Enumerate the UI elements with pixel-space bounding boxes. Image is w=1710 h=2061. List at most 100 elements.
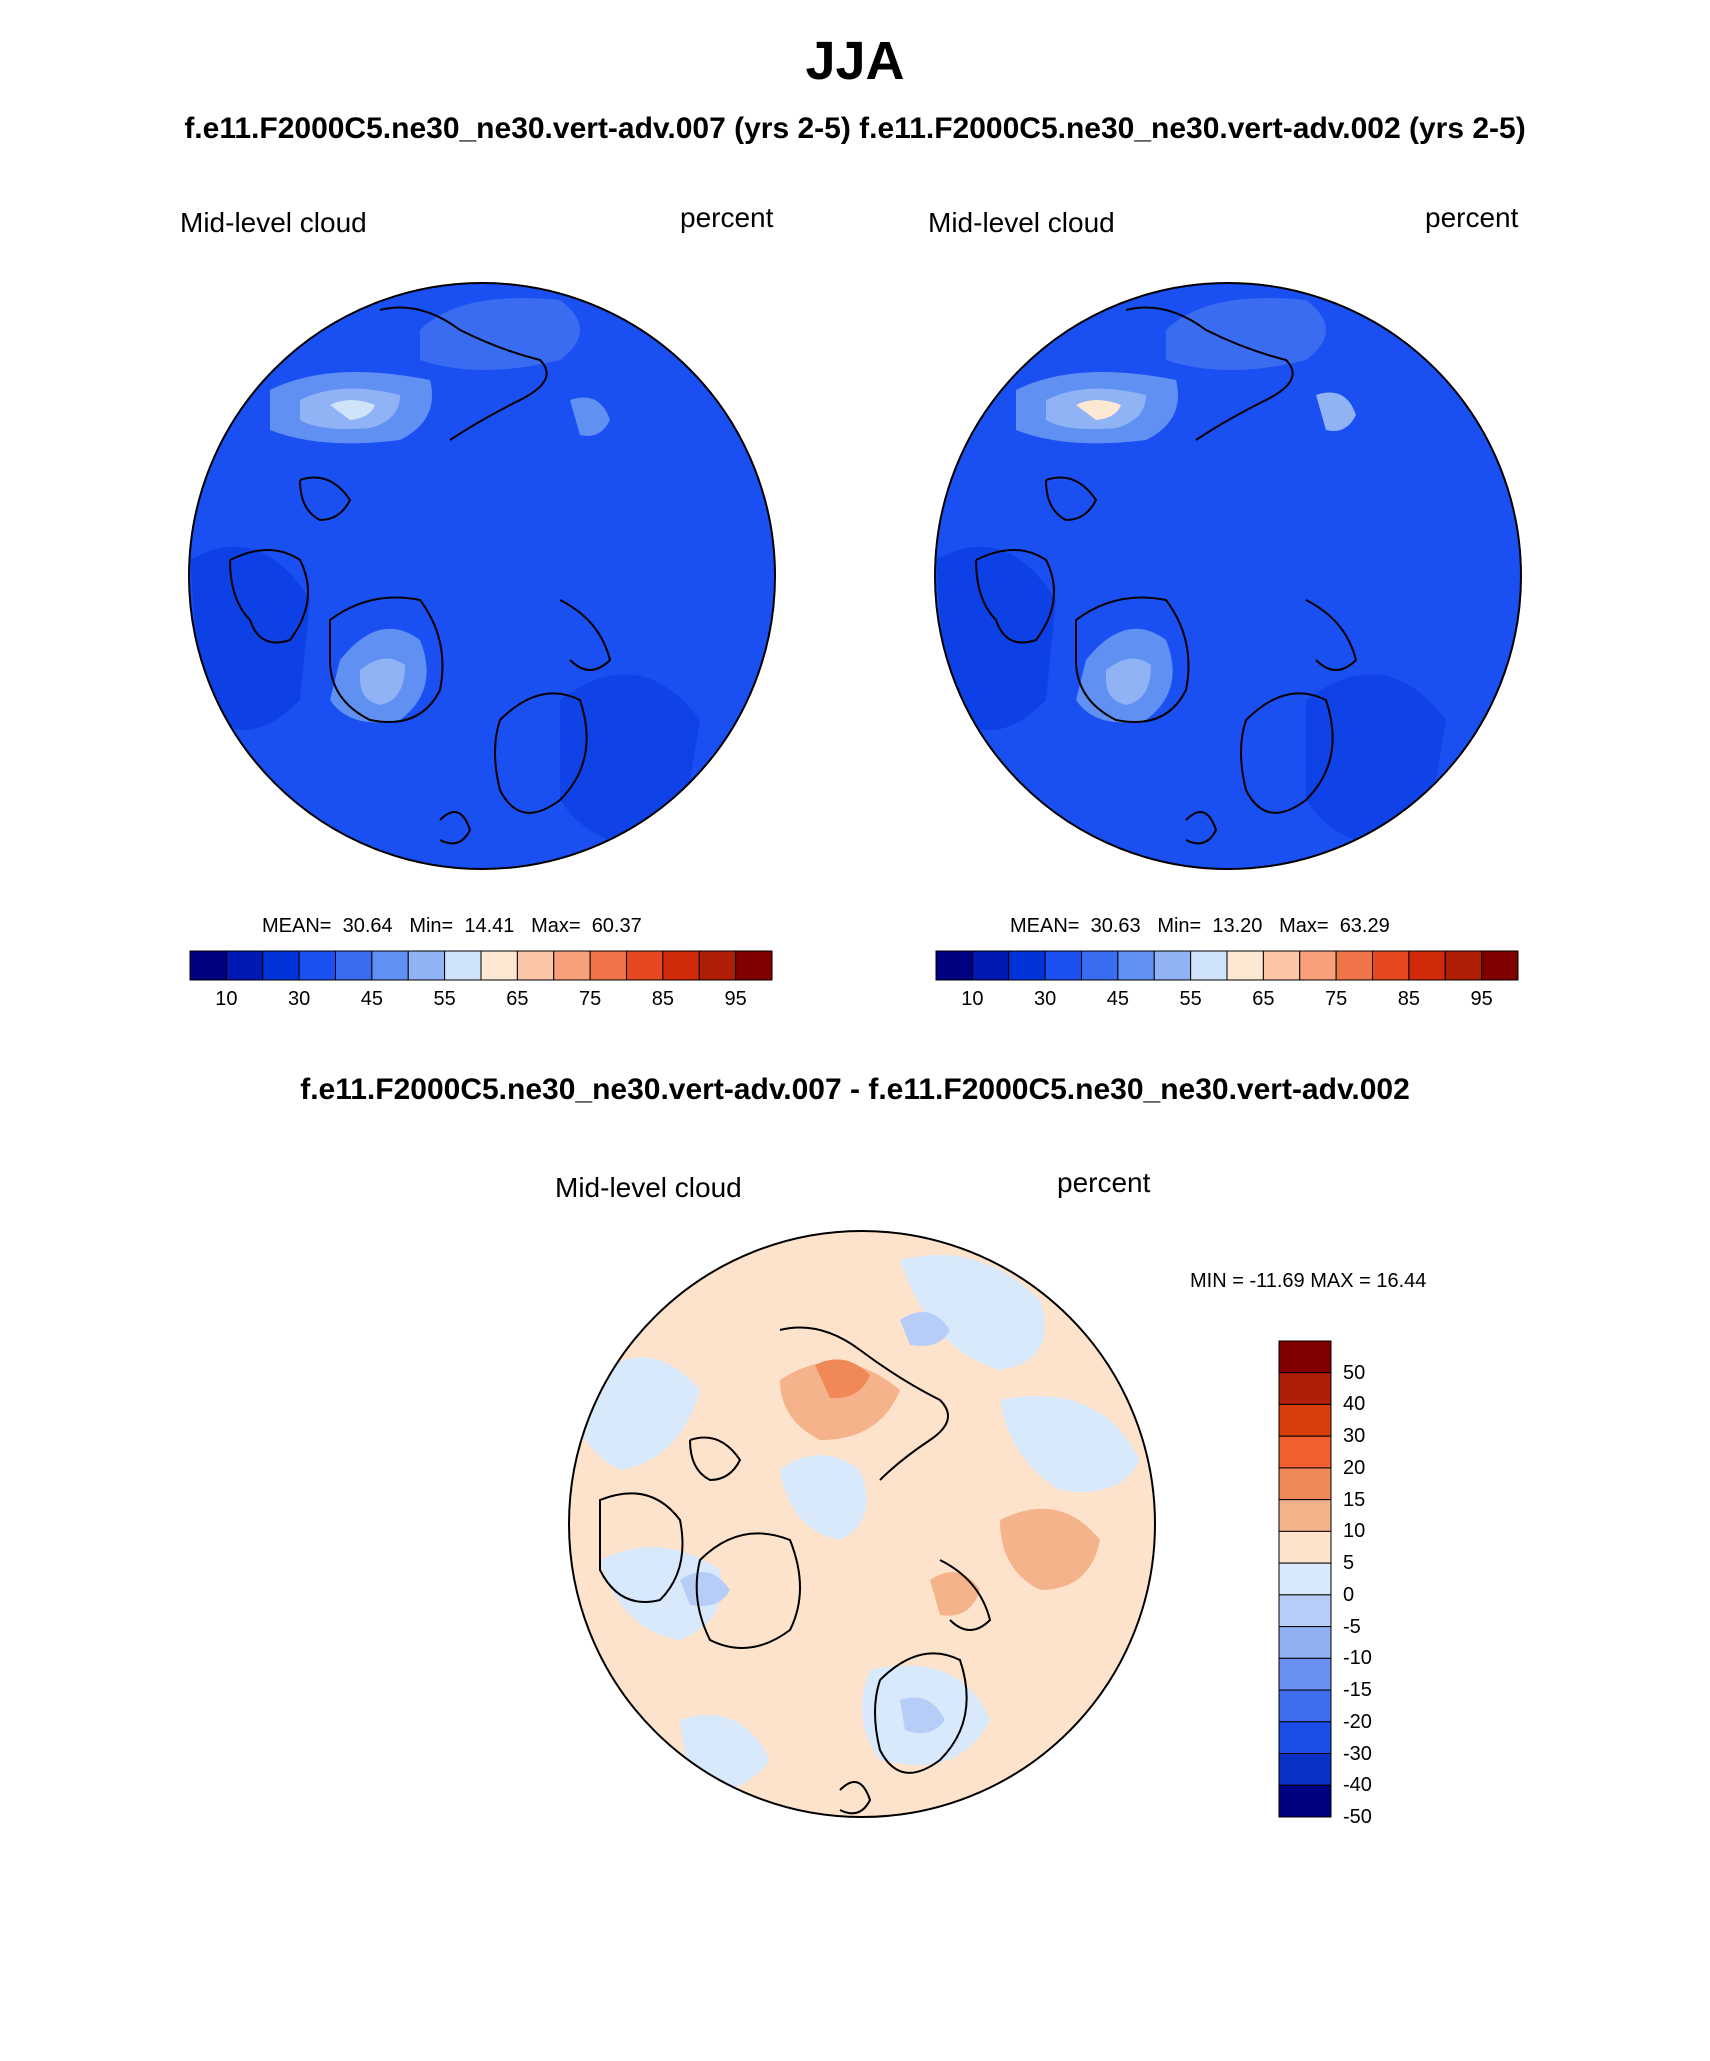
colorbar-box xyxy=(1278,1562,1332,1596)
panel2-units-label: percent xyxy=(1425,202,1519,233)
colorbar-box xyxy=(225,950,264,981)
colorbar-box xyxy=(1372,950,1410,981)
colorbar-box xyxy=(1117,950,1155,981)
panel2-min-value: 13.20 xyxy=(1212,915,1263,937)
colorbar-tick-label: -15 xyxy=(1343,1679,1372,1702)
panel1-map xyxy=(188,282,776,870)
colorbar-box xyxy=(1278,1435,1332,1469)
colorbar-box xyxy=(1153,950,1192,981)
colorbar-box xyxy=(589,950,627,981)
panel2-variable-label: Mid-level cloud xyxy=(928,207,1115,238)
colorbar-box xyxy=(1081,950,1119,981)
colorbar-tick-label: 85 xyxy=(1397,988,1420,1010)
panel1-mean-label: MEAN= xyxy=(262,915,332,937)
colorbar-tick-label: -50 xyxy=(1343,1806,1372,1828)
colorbar-tick-label: 75 xyxy=(1325,988,1348,1010)
colorbar-tick-label: 75 xyxy=(579,988,602,1010)
colorbar-tick-label: 65 xyxy=(1252,988,1275,1010)
colorbar-tick-label: 55 xyxy=(433,988,456,1010)
colorbar-box xyxy=(698,950,737,981)
colorbar-tick-label: 65 xyxy=(506,988,529,1010)
colorbar-box xyxy=(1226,950,1264,981)
colorbar-tick-label: -10 xyxy=(1343,1647,1372,1670)
panel1-variable-label: Mid-level cloud xyxy=(180,207,367,238)
colorbar-tick-label: -5 xyxy=(1343,1615,1361,1638)
difference-minmax: MIN = -11.69 MAX = 16.44 xyxy=(1190,1270,1427,1292)
colorbar-box xyxy=(1278,1530,1332,1564)
colorbar-box xyxy=(189,950,227,981)
colorbar-box xyxy=(371,950,409,981)
colorbar-box xyxy=(1444,950,1483,981)
colorbar-tick-label: 85 xyxy=(651,988,674,1010)
colorbar-box xyxy=(1044,950,1082,981)
panel2-max-value: 63.29 xyxy=(1339,915,1390,937)
colorbar-tick-label: 40 xyxy=(1343,1393,1366,1416)
colorbar-box xyxy=(1278,1594,1332,1628)
colorbar-box xyxy=(407,950,446,981)
colorbar-tick-label: 30 xyxy=(1034,988,1057,1010)
panel2-max-label: Max= xyxy=(1279,915,1329,937)
difference-title: f.e11.F2000C5.ne30_ne30.vert-adv.007 - f… xyxy=(300,1073,1410,1106)
colorbar-tick-label: 15 xyxy=(1343,1488,1366,1511)
colorbar-box xyxy=(1278,1784,1332,1818)
panel1-max-label: Max= xyxy=(531,915,581,937)
colorbar-tick-label: -20 xyxy=(1343,1710,1372,1733)
difference-map xyxy=(568,1230,1156,1818)
colorbar-box xyxy=(626,950,664,981)
colorbar-box xyxy=(1262,950,1301,981)
panel1-colorbar xyxy=(189,950,773,981)
colorbar-box xyxy=(1190,950,1228,981)
colorbar-box xyxy=(1481,950,1519,981)
panel1-mean-value: 30.64 xyxy=(342,915,393,937)
colorbar-box xyxy=(444,950,482,981)
colorbar-box xyxy=(1278,1499,1332,1532)
colorbar-box xyxy=(335,950,373,981)
colorbar-tick-label: -30 xyxy=(1343,1742,1372,1765)
colorbar-tick-label: 10 xyxy=(215,988,238,1010)
case-subtitle: f.e11.F2000C5.ne30_ne30.vert-adv.007 (yr… xyxy=(184,112,1526,145)
colorbar-tick-label: 20 xyxy=(1343,1456,1366,1479)
panel2-min-label: Min= xyxy=(1157,915,1202,937)
colorbar-tick-label: 45 xyxy=(1106,988,1129,1010)
panel1-max-value: 60.37 xyxy=(591,915,642,937)
colorbar-box xyxy=(1408,950,1446,981)
colorbar-tick-label: 30 xyxy=(288,988,311,1010)
colorbar-box xyxy=(516,950,555,981)
colorbar-box xyxy=(553,950,591,981)
colorbar-tick-label: 0 xyxy=(1343,1583,1355,1606)
colorbar-tick-label: 45 xyxy=(360,988,383,1010)
colorbar-box xyxy=(971,950,1010,981)
panel1-stats: MEAN= 30.64 Min= 14.41 Max= 60.37 xyxy=(262,915,642,938)
panel1-min-value: 14.41 xyxy=(464,915,515,937)
colorbar-box xyxy=(1278,1657,1332,1691)
colorbar-box xyxy=(262,950,300,981)
figure-title: JJA xyxy=(805,31,905,91)
colorbar-tick-label: 10 xyxy=(1343,1520,1366,1543)
panel1-units-label: percent xyxy=(680,202,774,233)
colorbar-tick-label: 30 xyxy=(1343,1425,1366,1448)
colorbar-box xyxy=(735,950,773,981)
difference-units-label: percent xyxy=(1057,1167,1151,1198)
colorbar-box xyxy=(1278,1753,1332,1786)
colorbar-tick-label: -40 xyxy=(1343,1774,1372,1797)
colorbar-box xyxy=(1278,1403,1332,1437)
colorbar-box xyxy=(480,950,518,981)
colorbar-box xyxy=(1278,1721,1332,1755)
panel1-min-label: Min= xyxy=(409,915,454,937)
panel2-mean-value: 30.63 xyxy=(1090,915,1141,937)
colorbar-tick-label: 5 xyxy=(1343,1552,1355,1575)
colorbar-tick-label: 95 xyxy=(724,988,747,1010)
colorbar-box xyxy=(1335,950,1373,981)
colorbar-tick-label: 50 xyxy=(1343,1361,1366,1384)
panel2-colorbar xyxy=(935,950,1519,981)
colorbar-tick-label: 10 xyxy=(961,988,984,1010)
colorbar-box xyxy=(1278,1372,1332,1405)
difference-variable-label: Mid-level cloud xyxy=(555,1172,742,1203)
colorbar-box xyxy=(1008,950,1046,981)
panel2-map xyxy=(934,282,1522,870)
colorbar-box xyxy=(662,950,700,981)
colorbar-box xyxy=(1278,1689,1332,1723)
colorbar-box xyxy=(1278,1340,1332,1374)
colorbar-tick-label: 95 xyxy=(1470,988,1493,1010)
